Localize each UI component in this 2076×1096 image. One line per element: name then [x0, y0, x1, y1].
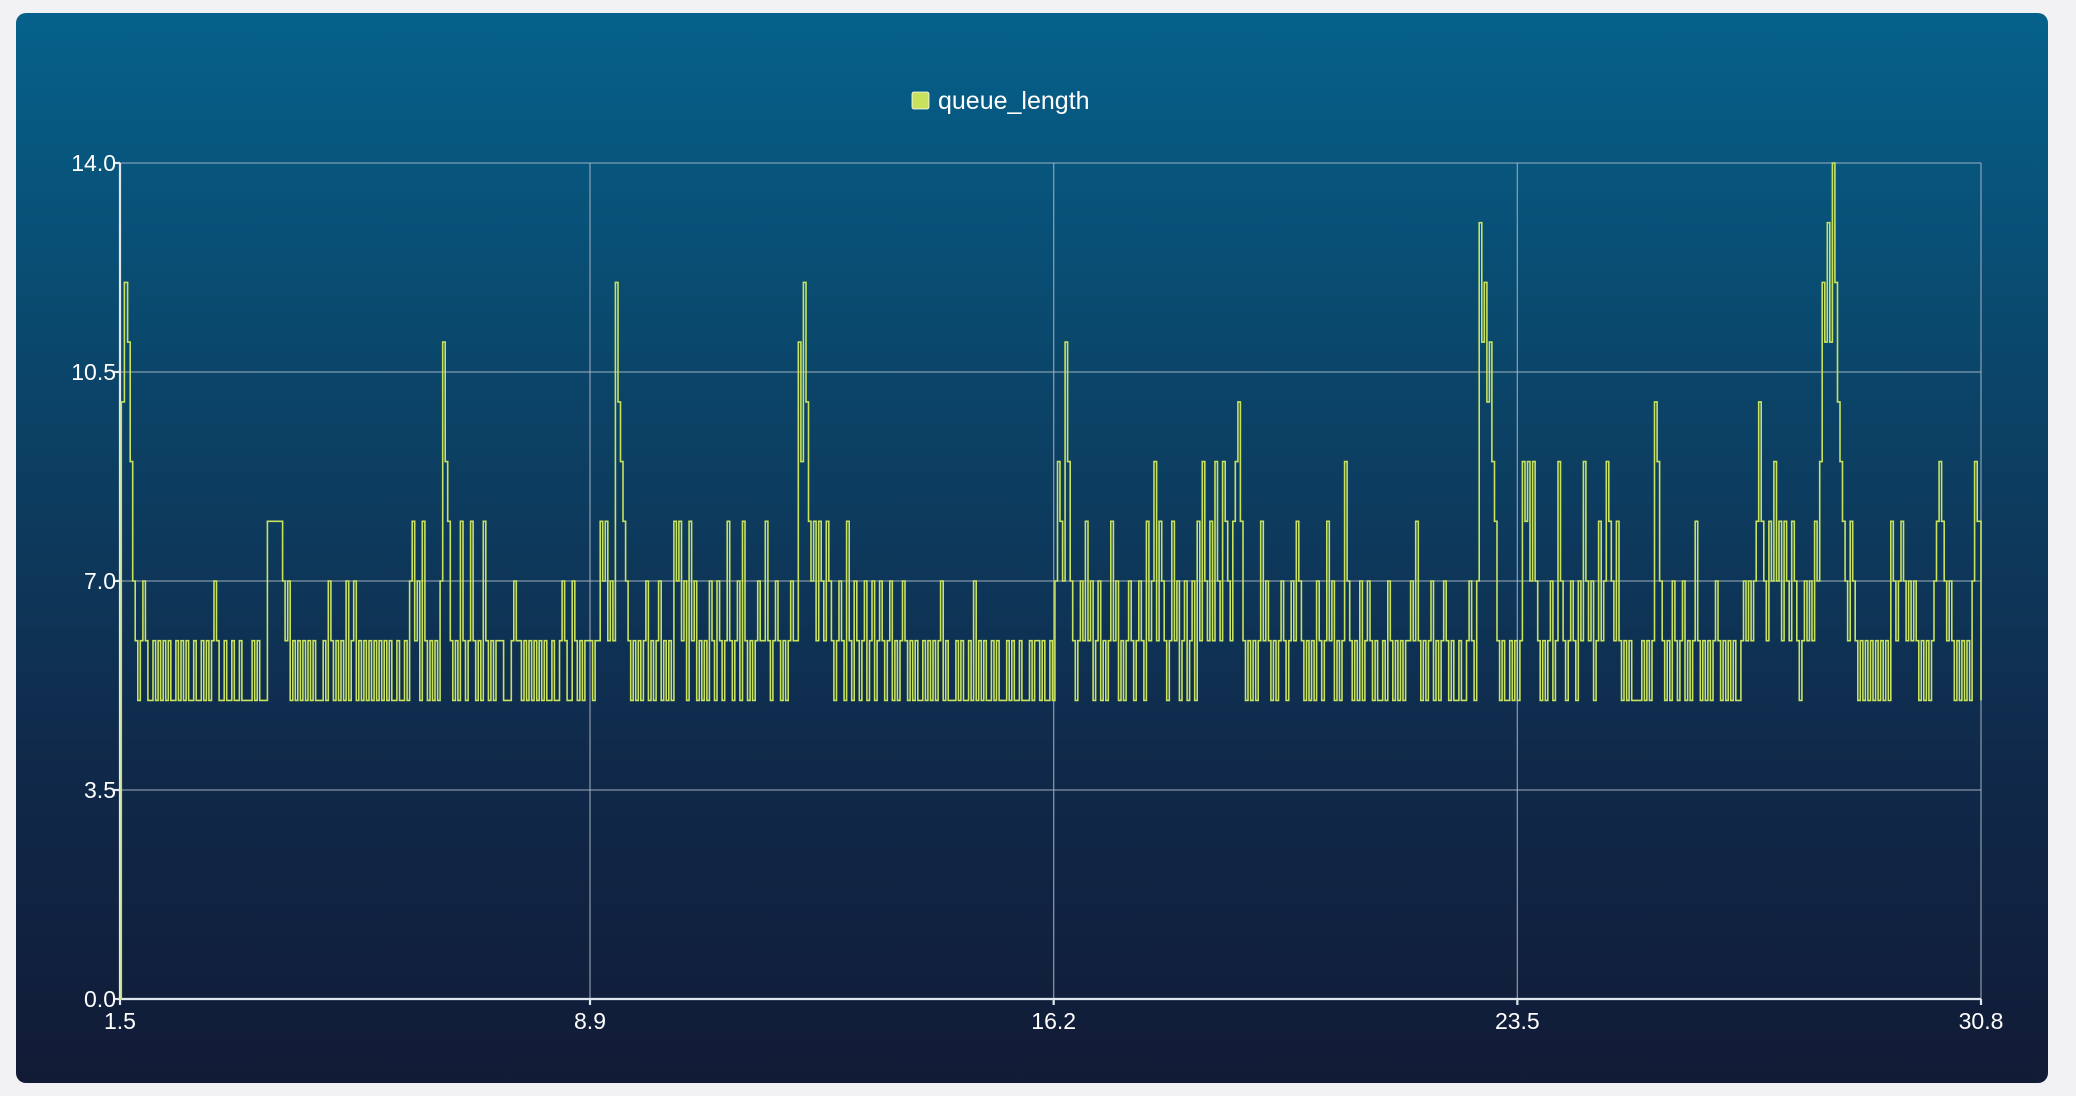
- grid: [120, 162, 1982, 999]
- series-line-queue-length: [120, 162, 1982, 1000]
- x-tick-label: 16.2: [1031, 1008, 1076, 1034]
- x-tick-label: 8.9: [574, 1008, 606, 1034]
- y-tick-label: 10.5: [71, 359, 116, 385]
- legend[interactable]: queue_length: [911, 87, 1090, 115]
- x-tick-label: 1.5: [104, 1008, 136, 1034]
- y-tick-label: 0.0: [84, 986, 116, 1012]
- y-tick-label: 3.5: [84, 777, 116, 803]
- series-layer: [120, 162, 1982, 1000]
- line-chart: 0.0 3.5 7.0 10.5 14.0 1.5 8.9 16.2 23.5 30.8 queu…: [71, 87, 2003, 1034]
- chart-panel: 0.0 3.5 7.0 10.5 14.0 1.5 8.9 16.2 23.5 30.8 queu…: [16, 13, 2048, 1083]
- y-tick-label: 14.0: [71, 150, 116, 176]
- x-tick-label: 30.8: [1959, 1008, 2004, 1034]
- legend-label-queue-length[interactable]: queue_length: [938, 87, 1090, 115]
- y-tick-label: 7.0: [84, 568, 116, 594]
- x-tick-label: 23.5: [1495, 1008, 1540, 1034]
- legend-swatch-queue-length[interactable]: [911, 91, 930, 110]
- axes: 0.0 3.5 7.0 10.5 14.0 1.5 8.9 16.2 23.5 30.8: [71, 150, 2003, 1034]
